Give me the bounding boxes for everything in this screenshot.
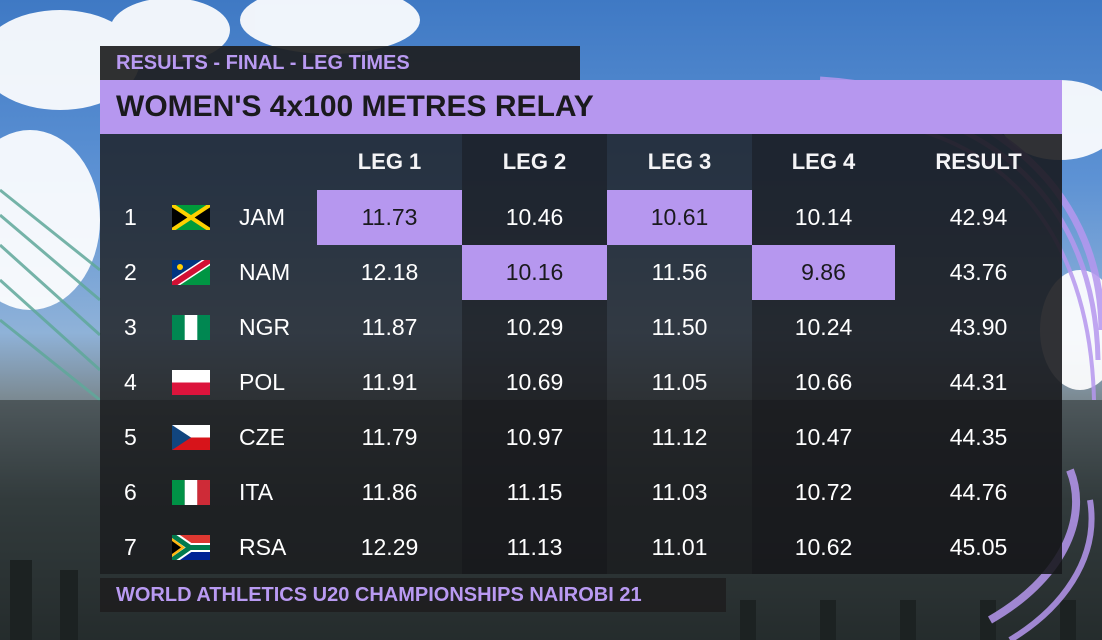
header-leg-4: LEG 4 bbox=[791, 149, 856, 174]
results-table: LEG 1 LEG 2 LEG 3 LEG 4 RESULT 1 JAM 11.73… bbox=[100, 134, 1062, 574]
poland-flag-icon bbox=[172, 370, 210, 395]
result-time-cell: 44.31 bbox=[949, 369, 1008, 395]
jamaica-flag-icon bbox=[172, 205, 210, 230]
leg-3-time-cell: 11.56 bbox=[651, 259, 708, 285]
leg-2-time-cell: 11.15 bbox=[506, 479, 563, 505]
country-code-cell: NAM bbox=[239, 259, 291, 285]
leg-3-time-cell: 11.05 bbox=[651, 369, 708, 395]
leg-2-time-cell: 10.46 bbox=[505, 204, 564, 230]
leg-1-time-cell: 11.79 bbox=[361, 424, 418, 450]
leg-4-time-cell: 10.62 bbox=[794, 534, 853, 560]
leg-4-time-cell: 10.14 bbox=[794, 204, 853, 230]
leg-3-time-cell: 11.01 bbox=[651, 534, 708, 560]
table-row: 6 ITA 11.86 11.15 11.03 10.72 44.76 bbox=[100, 465, 1062, 520]
rank-cell: 5 bbox=[124, 424, 137, 450]
result-time-cell: 44.76 bbox=[949, 479, 1008, 505]
italy-flag-icon bbox=[172, 480, 210, 505]
country-code-cell: NGR bbox=[239, 314, 291, 340]
results-stage-label: RESULTS - FINAL - LEG TIMES bbox=[100, 46, 580, 80]
rank-cell: 3 bbox=[124, 314, 137, 340]
leg-1-time-cell: 11.87 bbox=[361, 314, 418, 340]
leg-1-time-cell: 12.29 bbox=[360, 534, 419, 560]
leg-3-time-cell: 11.12 bbox=[651, 424, 708, 450]
table-row: 4 POL 11.91 10.69 11.05 10.66 44.31 bbox=[100, 355, 1062, 410]
country-code-cell: RSA bbox=[239, 534, 287, 560]
table-row: 7 RSA 12.29 11.13 11.01 10.62 45.05 bbox=[100, 520, 1062, 575]
championship-footer: WORLD ATHLETICS U20 CHAMPIONSHIPS NAIROB… bbox=[100, 578, 726, 612]
rank-cell: 7 bbox=[124, 534, 137, 560]
stand-pillars bbox=[10, 560, 1076, 640]
leg-1-time-cell: 12.18 bbox=[360, 259, 419, 285]
leg-1-time-cell: 11.86 bbox=[361, 479, 418, 505]
leg-4-time-cell: 10.66 bbox=[794, 369, 853, 395]
stadium-roof bbox=[0, 188, 102, 402]
result-column bbox=[895, 134, 1062, 574]
result-time-cell: 44.35 bbox=[949, 424, 1008, 450]
leg-3-time-cell: 11.03 bbox=[651, 479, 708, 505]
leg-2-time-cell: 10.97 bbox=[505, 424, 564, 450]
leg-2-time-cell: 10.29 bbox=[505, 314, 564, 340]
leg-1-time-cell: 11.73 bbox=[317, 190, 462, 245]
leg-3-time-cell: 10.61 bbox=[607, 190, 752, 245]
south-africa-flag-icon bbox=[172, 535, 210, 560]
leg-4-time-cell: 10.47 bbox=[794, 424, 853, 450]
leg-4-column bbox=[752, 134, 895, 574]
country-code-cell: ITA bbox=[239, 479, 274, 505]
header-result: RESULT bbox=[935, 149, 1022, 174]
namibia-flag-icon bbox=[172, 260, 210, 285]
leg-2-time-cell: 11.13 bbox=[506, 534, 563, 560]
leg-3-time-cell: 11.50 bbox=[651, 314, 708, 340]
result-time-cell: 45.05 bbox=[949, 534, 1008, 560]
header-leg-1: LEG 1 bbox=[357, 149, 422, 174]
result-time-cell: 43.76 bbox=[949, 259, 1008, 285]
table-row: 5 CZE 11.79 10.97 11.12 10.47 44.35 bbox=[100, 410, 1062, 465]
country-code-cell: CZE bbox=[239, 424, 285, 450]
table-row: 2 NAM 12.18 10.16 11.56 9.86 43.76 bbox=[100, 245, 1062, 300]
table-row: 1 JAM 11.73 10.46 10.61 10.14 42.94 bbox=[100, 190, 1062, 245]
leg-2-column bbox=[462, 134, 607, 574]
event-title: WOMEN'S 4x100 METRES RELAY bbox=[100, 80, 1062, 134]
czechia-flag-icon bbox=[172, 425, 210, 450]
leg-2-time-cell: 10.69 bbox=[505, 369, 564, 395]
leg-4-time-cell: 10.72 bbox=[794, 479, 853, 505]
header-leg-2: LEG 2 bbox=[502, 149, 567, 174]
rank-cell: 6 bbox=[124, 479, 137, 505]
result-time-cell: 42.94 bbox=[949, 204, 1008, 230]
country-code-cell: POL bbox=[239, 369, 286, 395]
header-leg-3: LEG 3 bbox=[647, 149, 712, 174]
rank-cell: 4 bbox=[124, 369, 137, 395]
table-row: 3 NGR 11.87 10.29 11.50 10.24 43.90 bbox=[100, 300, 1062, 355]
nigeria-flag-icon bbox=[172, 315, 210, 340]
result-time-cell: 43.90 bbox=[949, 314, 1008, 340]
leg-4-time-cell: 9.86 bbox=[752, 245, 895, 300]
country-code-cell: JAM bbox=[239, 204, 285, 230]
rank-cell: 1 bbox=[124, 204, 137, 230]
leg-4-time-cell: 10.24 bbox=[794, 314, 853, 340]
rank-cell: 2 bbox=[124, 259, 137, 285]
leg-1-time-cell: 11.91 bbox=[361, 369, 418, 395]
leg-2-time-cell: 10.16 bbox=[462, 245, 607, 300]
clouds bbox=[0, 0, 1102, 390]
